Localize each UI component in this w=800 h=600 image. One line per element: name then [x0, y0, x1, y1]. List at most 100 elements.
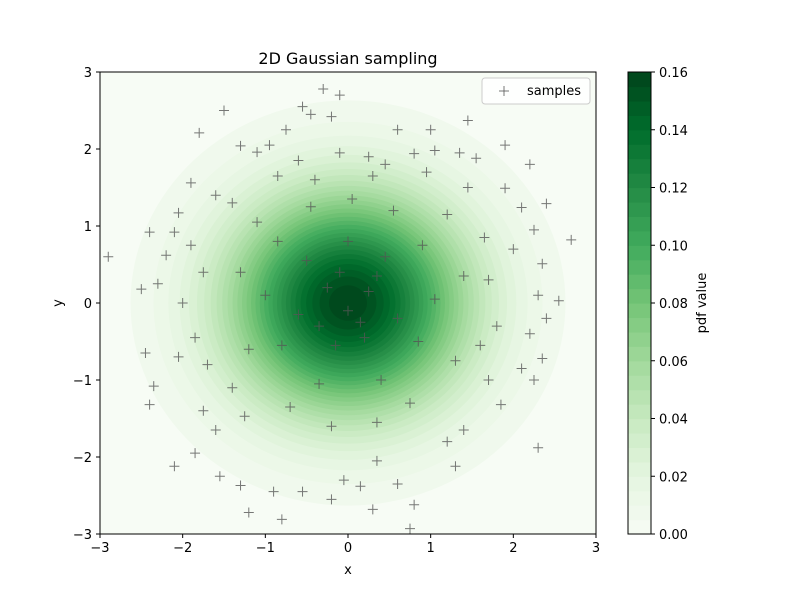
- chart-title: 2D Gaussian sampling: [258, 49, 437, 68]
- sample-point: [442, 436, 453, 447]
- x-tick-label: 1: [427, 541, 435, 556]
- y-tick-label: 1: [84, 220, 92, 235]
- sample-point: [136, 284, 147, 295]
- colorbar-tick-label: 0.08: [659, 297, 688, 312]
- sample-point: [516, 363, 527, 374]
- sample-point: [173, 351, 184, 362]
- sample-point: [177, 298, 188, 308]
- sample-point: [355, 481, 366, 492]
- colorbar-band: [628, 389, 651, 405]
- sample-point: [462, 182, 473, 193]
- sample-point: [541, 198, 552, 209]
- sample-point: [318, 83, 329, 94]
- sample-point: [483, 375, 494, 385]
- sample-point: [343, 236, 353, 247]
- sample-point: [516, 202, 527, 213]
- sample-point: [475, 340, 486, 351]
- colorbar-band: [628, 432, 651, 448]
- colorbar-band: [628, 404, 651, 420]
- sample-point: [293, 155, 304, 166]
- sample-point: [190, 332, 201, 343]
- sample-point: [425, 124, 436, 135]
- colorbar: 0.00 0.02 0.04 0.06 0.08 0.10 0.12 0.14 0.16 pdf…: [627, 66, 710, 543]
- colorbar-band: [628, 447, 651, 463]
- sample-point: [367, 170, 378, 181]
- sample-point: [363, 286, 374, 297]
- sample-point: [239, 411, 250, 422]
- sample-point: [272, 170, 283, 181]
- sample-point: [533, 442, 544, 453]
- sample-point: [458, 425, 469, 436]
- sample-point: [541, 313, 552, 324]
- sample-point: [293, 309, 304, 320]
- sample-point: [566, 234, 577, 245]
- sample-point: [169, 461, 180, 472]
- sample-point: [380, 251, 391, 262]
- sample-point: [144, 227, 155, 238]
- sample-point: [508, 244, 519, 255]
- sample-point: [285, 401, 296, 412]
- sample-point: [500, 140, 511, 151]
- sample-point: [392, 313, 403, 324]
- sample-point: [392, 478, 403, 489]
- colorbar-band: [628, 274, 651, 290]
- colorbar-band: [628, 519, 651, 535]
- sample-point: [371, 417, 382, 428]
- colorbar-band: [628, 86, 651, 102]
- sample-point: [219, 105, 229, 116]
- colorbar-band: [628, 173, 651, 189]
- sample-point: [194, 127, 205, 138]
- plot-area: [99, 71, 597, 535]
- legend-marker: [499, 86, 509, 96]
- sample-point: [305, 201, 316, 212]
- sample-point: [537, 353, 548, 364]
- sample-point: [260, 290, 271, 301]
- colorbar-label: pdf value: [695, 273, 710, 334]
- colorbar-tick-label: 0.16: [659, 66, 688, 81]
- x-tick-label: −2: [173, 541, 192, 556]
- sample-point: [235, 267, 246, 278]
- sample-point: [190, 448, 201, 459]
- sample-point: [148, 381, 159, 392]
- sample-point: [227, 197, 238, 208]
- colorbar-tick-label: 0.02: [659, 470, 688, 485]
- colorbar-band: [628, 100, 651, 116]
- sample-point: [405, 398, 415, 409]
- y-tick-label: 0: [84, 297, 92, 312]
- colorbar-band: [628, 129, 651, 145]
- sample-point: [297, 486, 308, 497]
- sample-point: [529, 375, 539, 385]
- sample-point: [330, 340, 341, 351]
- sample-point: [210, 425, 221, 436]
- sample-point: [235, 480, 246, 491]
- sample-point: [198, 405, 209, 416]
- sample-point: [314, 378, 325, 389]
- colorbar-band: [628, 72, 651, 88]
- sample-point: [305, 109, 316, 120]
- sample-point: [380, 159, 391, 170]
- sample-point: [334, 90, 345, 101]
- sample-point: [268, 486, 279, 497]
- sample-point: [214, 471, 225, 482]
- colorbar-band: [628, 360, 651, 376]
- sample-point: [252, 147, 263, 158]
- sample-point: [529, 224, 539, 235]
- colorbar-band: [628, 230, 651, 246]
- sample-markers: [103, 83, 577, 534]
- sample-point: [483, 274, 494, 285]
- sample-point: [537, 258, 548, 269]
- sample-point: [359, 332, 370, 343]
- colorbar-tick-label: 0.10: [659, 239, 688, 254]
- sample-point: [301, 255, 312, 266]
- sample-point: [334, 147, 345, 158]
- sample-point: [276, 340, 287, 351]
- sample-point: [103, 251, 114, 262]
- colorbar-band: [628, 245, 651, 261]
- y-tick-label: −1: [73, 374, 92, 389]
- sample-point: [471, 153, 482, 164]
- colorbar-band: [628, 476, 651, 492]
- colorbar-ticks: 0.00 0.02 0.04 0.06 0.08 0.10 0.12 0.14 0.16: [651, 66, 688, 543]
- density-contours: [100, 72, 596, 534]
- legend: samples: [481, 77, 591, 105]
